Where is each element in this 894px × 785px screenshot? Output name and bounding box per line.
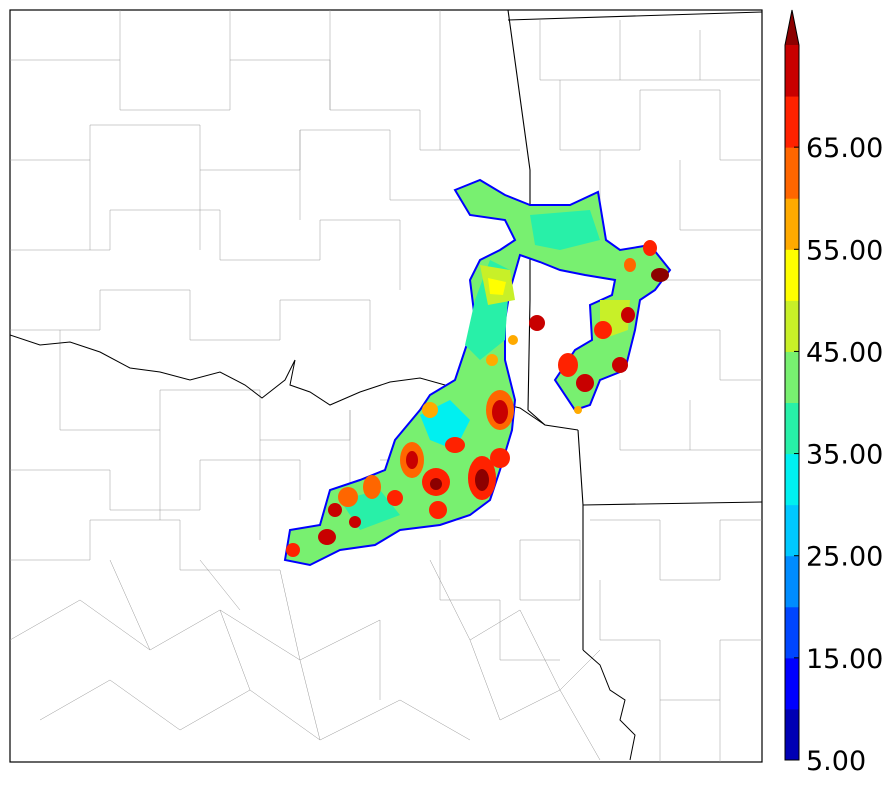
colorbar-segment [785, 453, 799, 506]
colorbar-segment [785, 96, 799, 148]
colorbar-tick-label: 65.00 [806, 133, 883, 164]
colorbar: 5.00 15.00 25.00 35.00 45.00 55.00 65.00 [784, 9, 883, 777]
colorbar-extend-arrow [785, 10, 799, 45]
colorbar-segment [785, 249, 799, 301]
colorbar-segment [785, 402, 799, 455]
colorbar-tick-label: 25.00 [806, 542, 883, 573]
colorbar-tick-label: 5.00 [806, 746, 866, 777]
colorbar-segment [785, 45, 799, 97]
river-south [582, 649, 636, 761]
storm-field [283, 178, 672, 567]
colorbar-segment [785, 708, 799, 761]
colorbar-tick-label: 15.00 [806, 644, 883, 675]
colorbar-tick-label: 55.00 [806, 235, 883, 266]
colorbar-segment [785, 555, 799, 608]
colorbar-segment [785, 198, 799, 250]
colorbar-tick-label: 45.00 [806, 337, 883, 368]
map-frame [9, 9, 763, 763]
colorbar-segment [785, 657, 799, 710]
colorbar-segment [785, 504, 799, 557]
storm-cells [286, 240, 669, 557]
colorbar-segment [785, 606, 799, 659]
colorbar-segment [785, 147, 799, 199]
colorbar-segment [785, 351, 799, 403]
colorbar-tick-label: 35.00 [806, 440, 883, 471]
colorbar-segment [785, 300, 799, 352]
